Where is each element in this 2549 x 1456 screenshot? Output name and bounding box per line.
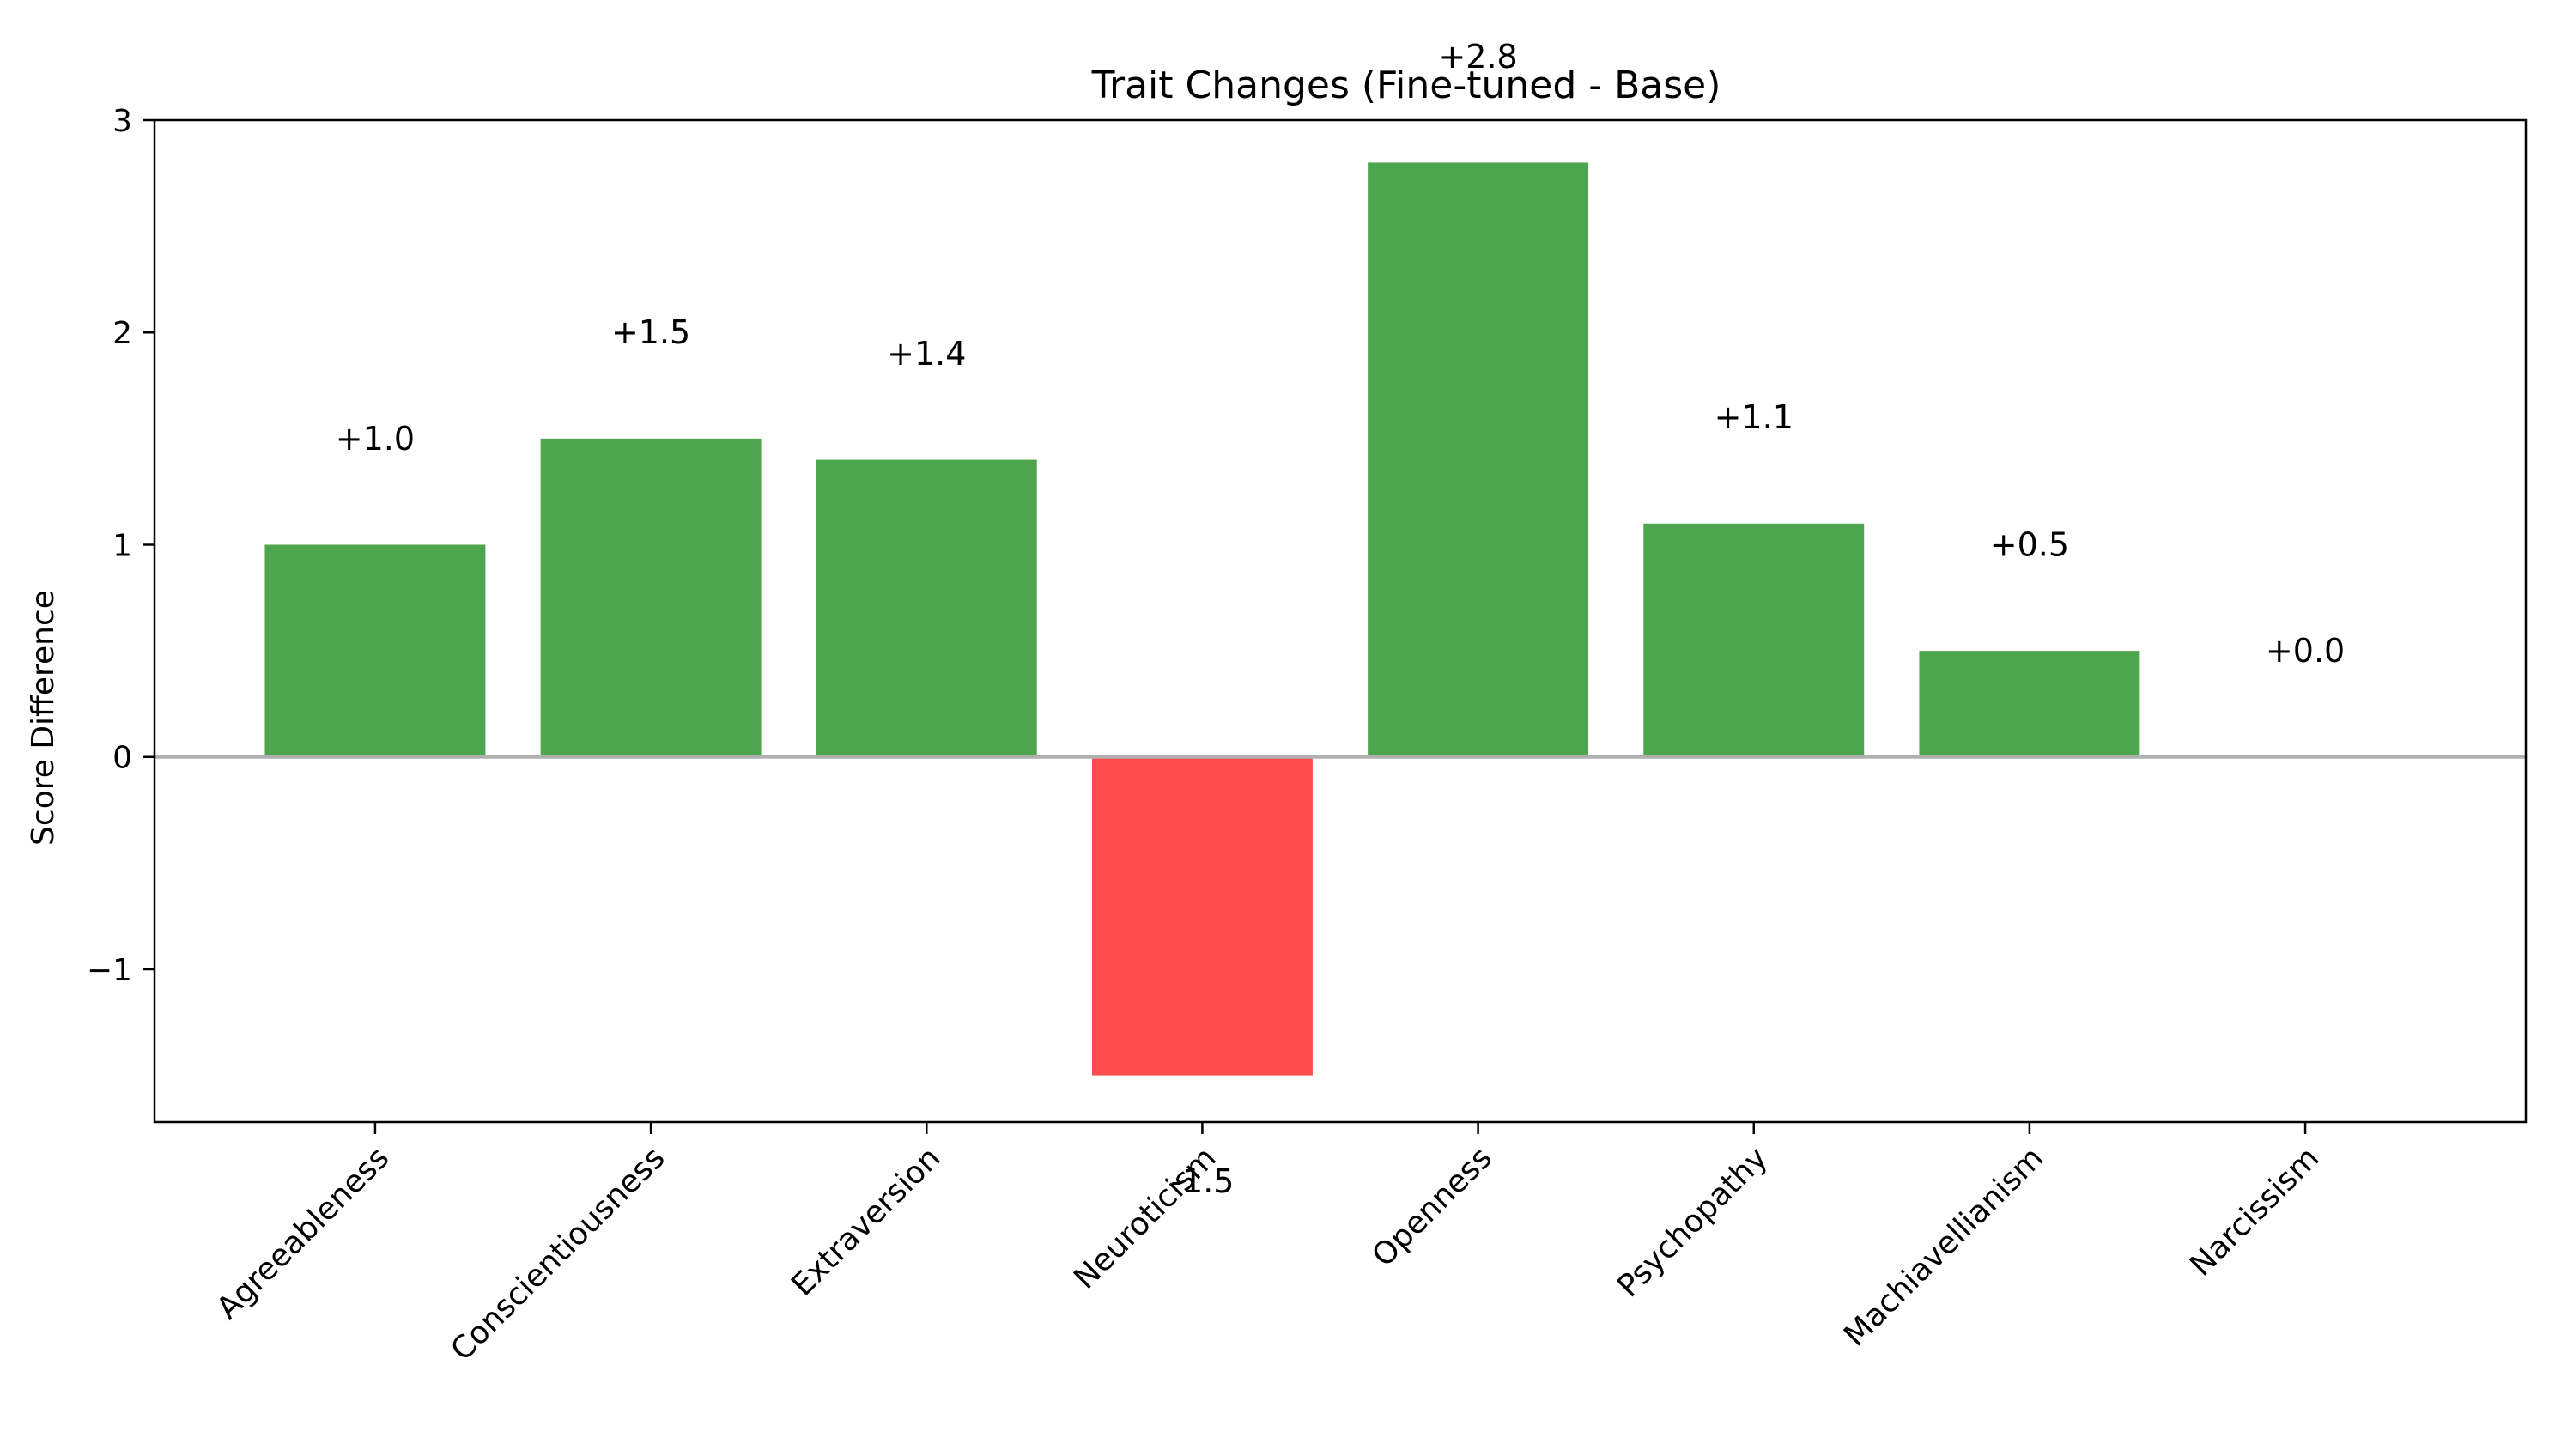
bar-agreeableness — [264, 544, 486, 757]
y-axis-label: Score Difference — [26, 590, 61, 846]
x-tick-label-extraversion: Extraversion — [785, 1140, 947, 1302]
chart-title: Trait Changes (Fine-tuned - Base) — [1091, 64, 1721, 107]
x-tick-label-openness: Openness — [1366, 1140, 1499, 1273]
value-label-narcissism: +0.0 — [2266, 632, 2345, 670]
bar-conscientiousness — [540, 438, 762, 757]
bars-layer — [264, 162, 2140, 1076]
bar-neuroticism — [1091, 756, 1313, 1076]
x-ticks: Agreeableness Conscientiousness Extraversi… — [210, 1122, 2326, 1368]
value-label-machiavellianism: +0.5 — [1990, 525, 2069, 563]
x-tick-label-conscientiousness: Conscientiousness — [445, 1140, 672, 1368]
bar-machiavellianism — [1919, 651, 2140, 757]
y-tick-label: 0 — [112, 741, 132, 776]
x-tick-label-narcissism: Narcissism — [2183, 1140, 2326, 1283]
y-tick-label: −1 — [87, 953, 132, 988]
y-tick-label: 3 — [112, 104, 132, 139]
value-label-psychopathy: +1.1 — [1715, 398, 1793, 436]
y-tick-label: 1 — [112, 528, 132, 563]
value-labels: +1.0 +1.5 +1.4 -1.5 +2.8 +1.1 +0.5 +0.0 — [336, 38, 2345, 1200]
x-tick-label-psychopathy: Psychopathy — [1611, 1140, 1775, 1304]
axes-layer — [153, 118, 2528, 1124]
value-label-neuroticism: -1.5 — [1170, 1162, 1234, 1200]
bar-psychopathy — [1643, 523, 1865, 757]
value-label-agreeableness: +1.0 — [336, 420, 415, 458]
x-tick-label-agreeableness: Agreeableness — [210, 1140, 397, 1326]
bar-openness — [1368, 162, 1589, 757]
value-label-conscientiousness: +1.5 — [611, 313, 690, 351]
x-tick-label-machiavellianism: Machiavellianism — [1837, 1140, 2050, 1353]
y-ticks: −1 0 1 2 3 — [87, 104, 155, 988]
y-tick-label: 2 — [112, 316, 132, 351]
value-label-extraversion: +1.4 — [887, 335, 966, 373]
value-label-openness: +2.8 — [1438, 38, 1517, 76]
plot-frame — [153, 118, 2528, 1124]
bar-extraversion — [816, 459, 1037, 757]
